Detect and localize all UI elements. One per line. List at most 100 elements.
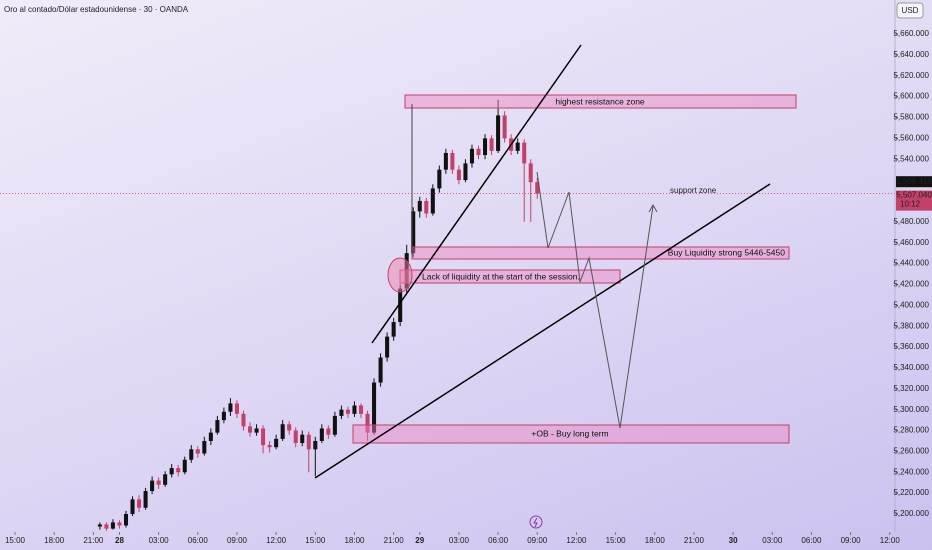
x-tick-label: 29 <box>415 536 424 545</box>
x-tick-label: 03:00 <box>149 536 170 545</box>
y-tick-label: 5,360.000 <box>893 342 929 351</box>
candle-body <box>130 499 135 515</box>
trend-line <box>314 183 771 479</box>
x-tick-label: 03:00 <box>449 536 470 545</box>
x-tick-label: 12:00 <box>566 536 587 545</box>
x-tick-label: 06:00 <box>188 536 209 545</box>
x-tick-label: 18:00 <box>344 536 365 545</box>
candle-body <box>339 409 344 416</box>
candle-body <box>476 148 481 156</box>
forecast-path <box>536 171 654 429</box>
candle-body <box>417 200 422 212</box>
candle-body <box>443 152 448 170</box>
x-tick-label: 21:00 <box>83 536 104 545</box>
candle-body <box>528 163 533 183</box>
candle-body <box>391 322 396 337</box>
y-tick-label: 5,380.000 <box>893 321 929 330</box>
candle-body <box>483 138 488 156</box>
candle-body <box>287 424 292 431</box>
y-tick-label: 5,420.000 <box>893 280 929 289</box>
y-tick-label: 5,400.000 <box>893 300 929 309</box>
candle-body <box>358 405 364 414</box>
x-tick-label: 09:00 <box>527 536 548 545</box>
candle-body <box>117 522 122 526</box>
candle-body <box>248 426 253 433</box>
candle-body <box>215 420 220 433</box>
candle-body <box>365 413 370 433</box>
y-tick-label: 5,660.000 <box>893 29 929 38</box>
drawings: highest resistance zone Buy Liquidity st… <box>314 44 797 479</box>
candle-body <box>150 480 155 492</box>
y-tick-label: 5,300.000 <box>893 405 929 414</box>
x-tick-label: 18:00 <box>44 536 65 545</box>
x-tick-label: 21:00 <box>384 536 405 545</box>
candle-body <box>241 413 246 427</box>
last-price-box <box>896 190 932 211</box>
candle-body <box>326 428 331 435</box>
candle-body <box>352 405 357 414</box>
x-tick-label: 06:00 <box>488 536 509 545</box>
x-tick-label: 09:00 <box>841 536 862 545</box>
candle-body <box>496 115 501 151</box>
candle-body <box>293 430 298 444</box>
candle-body <box>104 524 109 529</box>
candle-body <box>332 415 337 435</box>
candle-body <box>202 440 207 454</box>
candles <box>97 99 540 531</box>
candle-body <box>176 468 181 473</box>
candle-body <box>313 440 318 450</box>
replay-icon[interactable] <box>529 515 543 529</box>
bid-price-label: 5,508.410 <box>896 177 932 186</box>
time-axis: 15:00 18:00 21:00 28 03:00 06:00 09:00 12:00 15:… <box>5 532 900 545</box>
candle-body <box>156 480 161 485</box>
x-tick-label: 21:00 <box>684 536 705 545</box>
x-tick-label: 15:00 <box>5 536 26 545</box>
candle-body <box>424 200 429 214</box>
y-tick-label: 5,600.000 <box>893 92 929 101</box>
candle-body <box>280 424 285 439</box>
candle-body <box>378 357 383 383</box>
y-tick-label: 5,320.000 <box>893 384 929 393</box>
bid-price-box <box>896 176 932 188</box>
candle-body <box>345 409 350 414</box>
last-price-label: 5,507.040 <box>896 191 932 200</box>
candle-body <box>208 432 213 441</box>
candle-body <box>469 148 475 164</box>
candle-body <box>306 434 311 450</box>
y-tick-label: 5,340.000 <box>893 363 929 372</box>
y-tick-label: 5,220.000 <box>893 488 929 497</box>
candle-body <box>502 115 507 139</box>
candle-body <box>463 163 468 181</box>
x-tick-label: 09:00 <box>227 536 248 545</box>
y-tick-label: 5,200.000 <box>893 509 929 518</box>
circle-marker <box>387 257 413 293</box>
candle-body <box>430 188 435 214</box>
candle-body <box>411 211 416 254</box>
candle-body <box>195 449 200 454</box>
candle-body <box>456 169 461 181</box>
forecast-arrow <box>648 203 658 213</box>
candle-body <box>300 434 305 444</box>
y-tick-label: 5,540.000 <box>893 154 929 163</box>
candle-body <box>163 474 168 485</box>
x-tick-label: 28 <box>115 536 124 545</box>
y-tick-label: 5,640.000 <box>893 50 929 59</box>
candle-body <box>189 449 194 460</box>
x-tick-label: 06:00 <box>801 536 822 545</box>
annotation: +OB - Buy long term <box>531 428 608 438</box>
x-tick-label: 03:00 <box>762 536 783 545</box>
icon[interactable] <box>533 517 538 528</box>
y-tick-label: 5,280.000 <box>893 426 929 435</box>
chart-title: Oro al contado/Dólar estadounidense · 30… <box>4 5 189 14</box>
trend-line <box>371 44 582 344</box>
candle-body <box>221 411 226 421</box>
x-tick-label: 15:00 <box>305 536 326 545</box>
annotation: highest resistance zone <box>555 96 645 106</box>
y-tick-label: 5,460.000 <box>893 238 929 247</box>
candle-body <box>123 514 129 526</box>
candle-body <box>515 142 520 151</box>
icon[interactable] <box>529 515 543 529</box>
candle-body <box>110 522 115 529</box>
candle-body <box>319 428 324 441</box>
